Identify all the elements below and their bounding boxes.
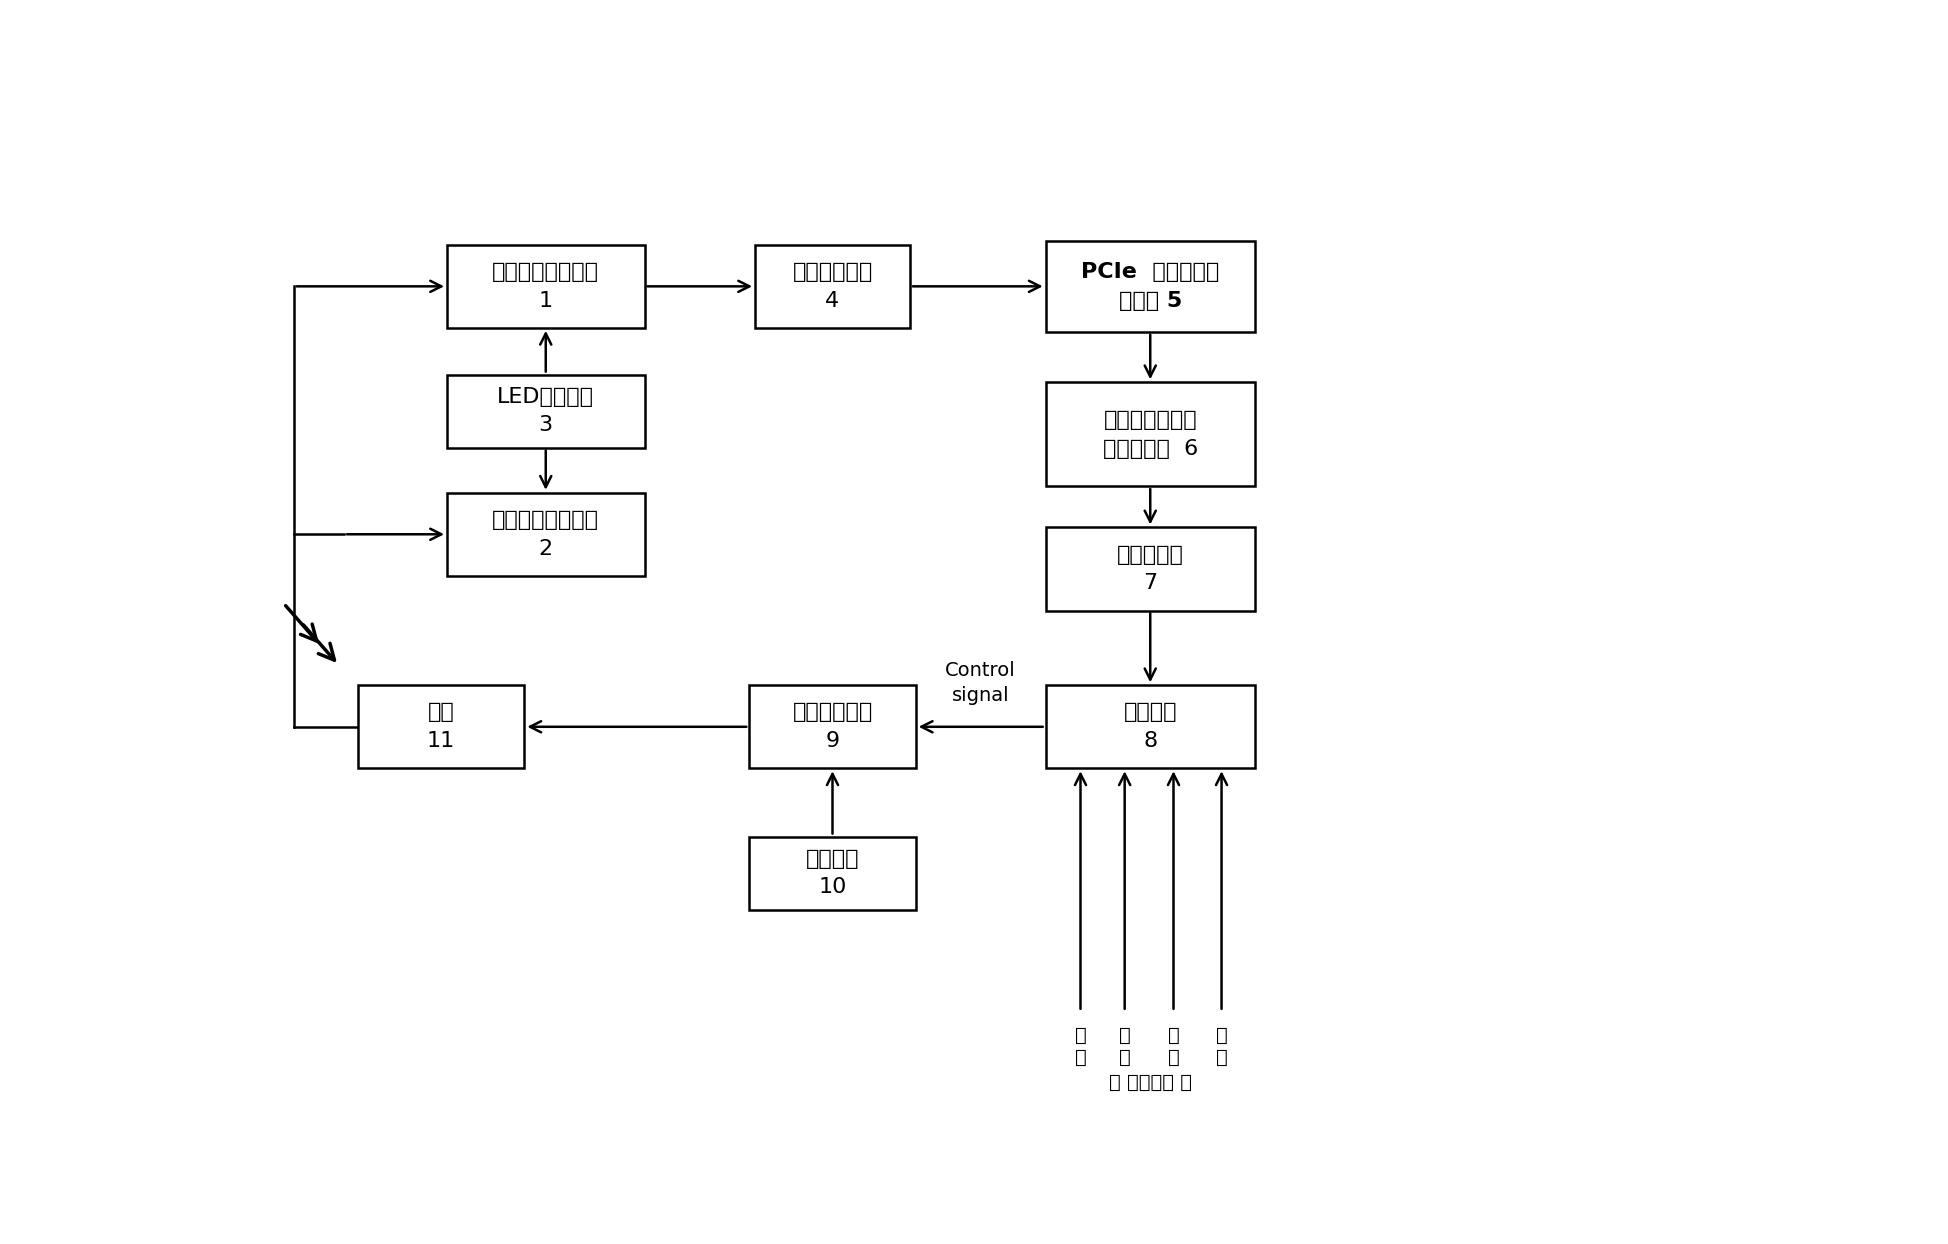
Text: LED线形光源
3: LED线形光源 3 bbox=[497, 387, 594, 435]
Bar bbox=[446, 245, 645, 328]
Bar bbox=[446, 493, 645, 576]
Text: 卷
径: 卷 径 bbox=[1118, 1025, 1130, 1066]
Text: 张
力: 张 力 bbox=[1216, 1025, 1227, 1066]
Text: 液压泵站
10: 液压泵站 10 bbox=[806, 848, 859, 897]
Text: 图像采集模块
4: 图像采集模块 4 bbox=[793, 262, 873, 311]
Text: （ 机列系统 ）: （ 机列系统 ） bbox=[1108, 1074, 1192, 1092]
Text: 第一行扫描传感器
1: 第一行扫描传感器 1 bbox=[493, 262, 600, 311]
Text: 负载
11: 负载 11 bbox=[427, 703, 456, 751]
Bar bbox=[750, 685, 916, 769]
Text: PCIe  总线图像传
输模块 5: PCIe 总线图像传 输模块 5 bbox=[1081, 262, 1219, 311]
Text: 速
度: 速 度 bbox=[1167, 1025, 1179, 1066]
Bar bbox=[756, 245, 910, 328]
Text: 接口模块
8: 接口模块 8 bbox=[1124, 703, 1177, 751]
Text: 料
宽: 料 宽 bbox=[1075, 1025, 1087, 1066]
Text: Control
signal: Control signal bbox=[945, 662, 1017, 705]
Bar bbox=[358, 685, 524, 769]
Bar bbox=[446, 374, 645, 448]
Bar bbox=[1046, 382, 1255, 486]
Text: 第二行扫描传感器
2: 第二行扫描传感器 2 bbox=[493, 510, 600, 559]
Text: 机器视觉边部自
动定位软件  6: 机器视觉边部自 动定位软件 6 bbox=[1103, 409, 1198, 459]
Bar bbox=[1046, 241, 1255, 332]
Bar bbox=[750, 836, 916, 909]
Bar bbox=[1046, 527, 1255, 611]
Text: 液压伺服系统
9: 液压伺服系统 9 bbox=[793, 703, 873, 751]
Bar bbox=[1046, 685, 1255, 769]
Text: 数字控制器
7: 数字控制器 7 bbox=[1116, 545, 1184, 593]
